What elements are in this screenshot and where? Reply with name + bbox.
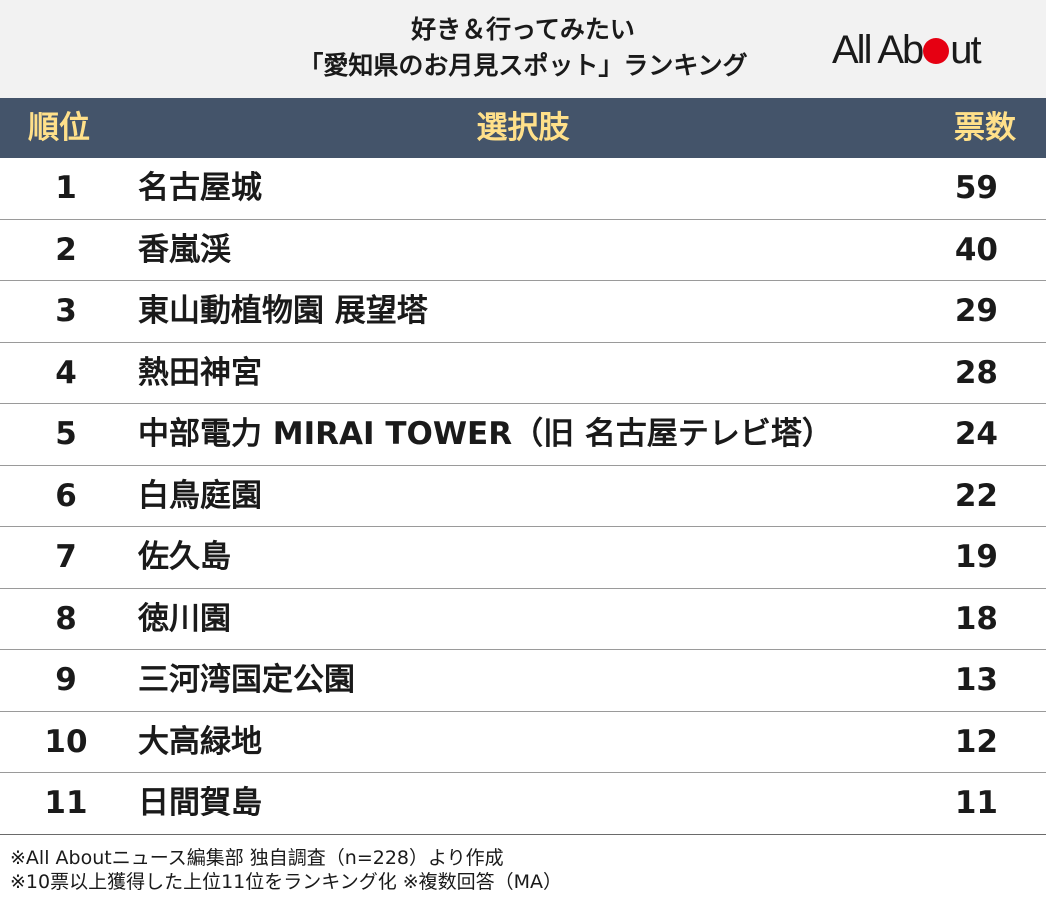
rank-cell: 10 [44,723,88,760]
choice-cell: 日間賀島 [138,785,262,821]
choice-cell: 東山動植物園 展望塔 [138,293,428,329]
table-row: 7 佐久島 19 [0,527,1046,589]
rank-cell: 1 [55,170,77,206]
header-votes: 票数 [954,110,1016,146]
allabout-logo: All Ab ut [832,26,1022,74]
logo-text-right: ut [950,28,981,72]
choice-cell: 徳川園 [138,600,231,637]
table-header: 選択肢 順位 票数 [0,98,1046,158]
page-title: 好き＆行ってみたい 「愛知県のお月見スポット」ランキング [0,12,1046,84]
footnote-1: ※All Aboutニュース編集部 独自調査（n=228）より作成 [10,847,504,869]
votes-cell: 24 [954,416,998,452]
rank-cell: 9 [55,662,77,698]
choice-cell: 中部電力 MIRAI TOWER（旧 名古屋テレビ塔） [138,416,833,452]
rank-cell: 2 [55,231,77,268]
table-row: 3 東山動植物園 展望塔 29 [0,281,1046,343]
table-row: 9 三河湾国定公園 13 [0,650,1046,712]
votes-cell: 18 [954,600,998,637]
rank-cell: 6 [55,477,77,514]
votes-cell: 59 [954,170,998,206]
table-row: 5 中部電力 MIRAI TOWER（旧 名古屋テレビ塔） 24 [0,404,1046,466]
footnote-2: ※10票以上獲得した上位11位をランキング化 ※複数回答（MA） [10,871,563,893]
title-line-2: 「愛知県のお月見スポット」ランキング [298,51,748,80]
title-band [0,0,1046,98]
ranking-table-body: 1 名古屋城 59 2 香嵐渓 40 3 東山動植物園 展望塔 29 4 熱田神宮 28 5 中部電力 M… [0,158,1046,835]
votes-cell: 19 [954,539,998,575]
votes-cell: 12 [954,723,998,760]
title-line-1: 好き＆行ってみたい [411,15,635,44]
choice-cell: 白鳥庭園 [138,477,262,514]
table-row: 6 白鳥庭園 22 [0,466,1046,527]
table-row: 1 名古屋城 59 [0,158,1046,220]
rank-cell: 4 [55,354,77,391]
table-row: 4 熱田神宮 28 [0,343,1046,404]
votes-cell: 13 [954,662,998,698]
votes-cell: 28 [954,354,998,391]
choice-cell: 名古屋城 [138,170,262,206]
rank-cell: 3 [55,293,77,329]
choice-cell: 三河湾国定公園 [138,662,355,698]
logo-red-dot [923,38,950,64]
votes-cell: 11 [954,785,998,821]
votes-cell: 22 [954,477,998,514]
table-row: 11 日間賀島 11 [0,773,1046,835]
footnotes: ※All Aboutニュース編集部 独自調査（n=228）より作成 ※10票以上… [10,846,562,894]
table-row: 2 香嵐渓 40 [0,220,1046,281]
header-choice: 選択肢 [476,110,570,146]
rank-cell: 8 [55,600,77,637]
logo-text-left: All Ab [832,28,924,72]
votes-cell: 40 [954,231,998,268]
rank-cell: 7 [55,539,77,575]
table-row: 8 徳川園 18 [0,589,1046,650]
rank-cell: 11 [44,785,88,821]
choice-cell: 佐久島 [138,539,231,575]
table-row: 10 大高緑地 12 [0,712,1046,773]
rank-cell: 5 [55,416,77,452]
choice-cell: 大高緑地 [138,723,262,760]
choice-cell: 香嵐渓 [138,231,231,268]
votes-cell: 29 [954,293,998,329]
choice-cell: 熱田神宮 [138,354,262,391]
header-rank: 順位 [28,110,90,146]
